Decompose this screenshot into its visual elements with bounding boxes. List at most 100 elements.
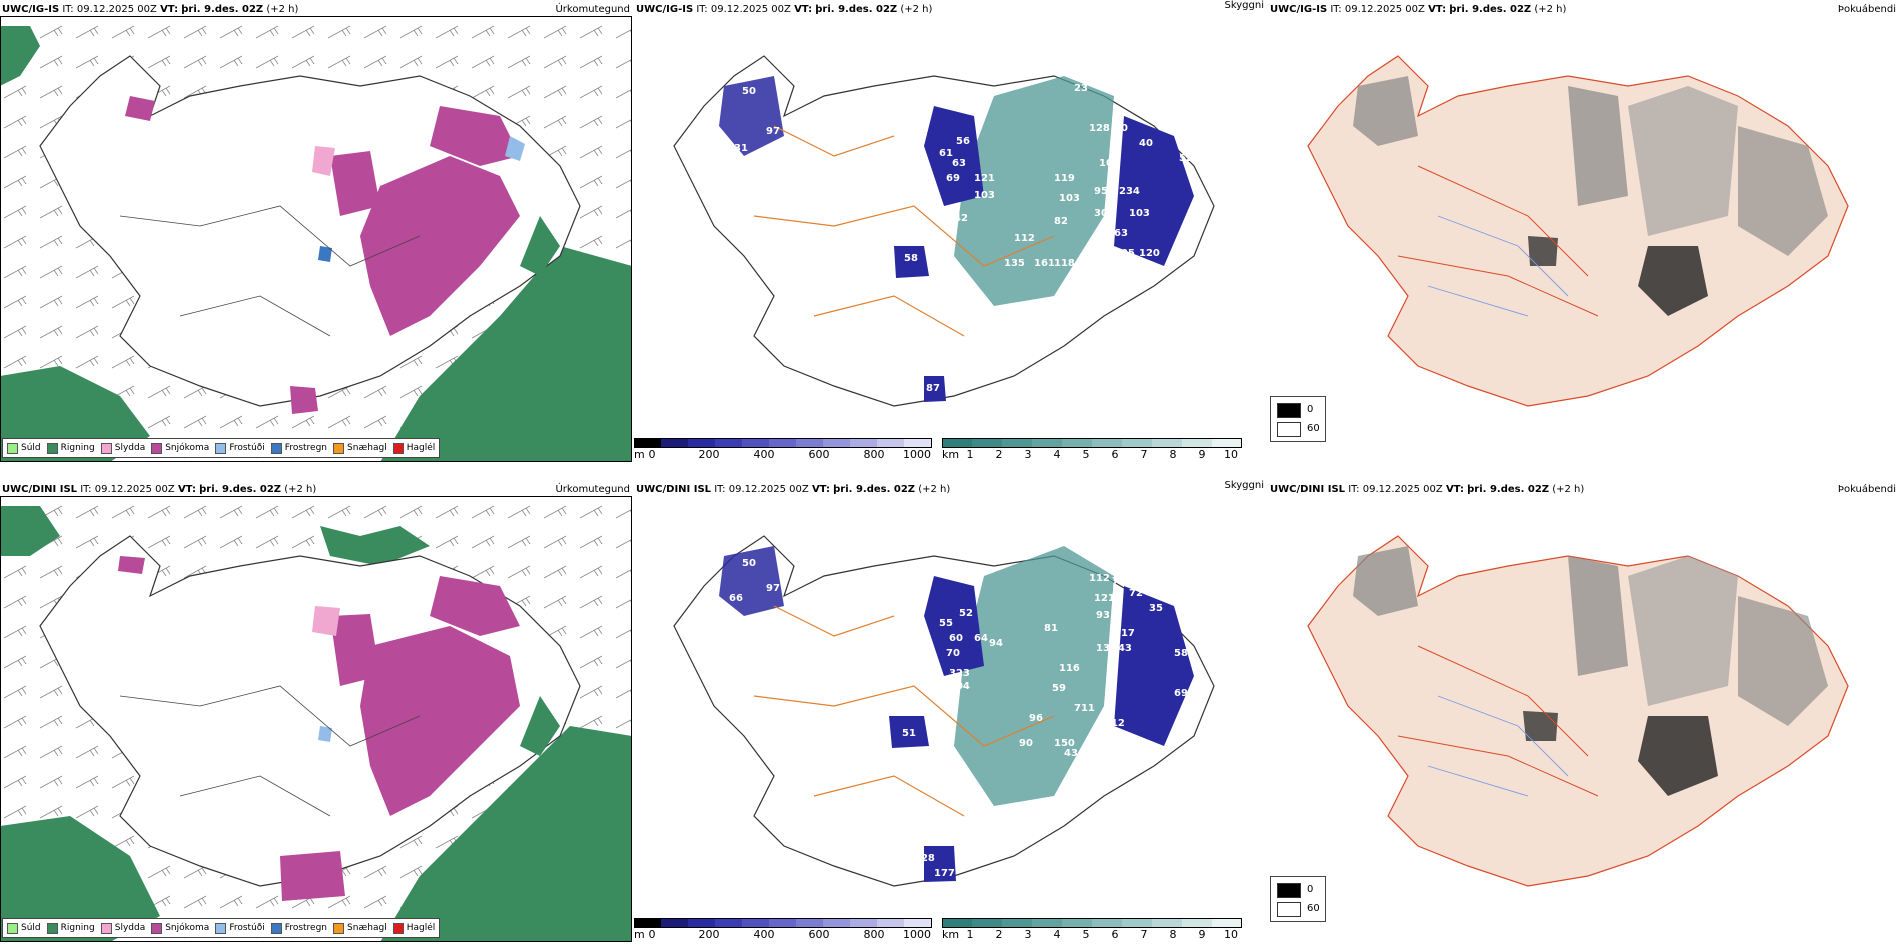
cb-label: 90 [1019, 738, 1033, 749]
cb-label: 31 [734, 143, 748, 154]
cb-label: 112 [1104, 718, 1125, 729]
cb-label: 234 [1119, 186, 1140, 197]
cb-label: 51 [902, 728, 916, 739]
lead-time: (+2 h) [918, 484, 951, 495]
cloud-base-colorbar: m 0 200 400 600 800 1000 [634, 438, 934, 462]
run-header: UWC/IG-IS IT: 09.12.2025 00Z VT: þri. 9.… [1270, 4, 1566, 15]
it-value: 09.12.2025 00Z [1344, 4, 1425, 15]
legend-swatch [215, 922, 227, 934]
vt-label: VT: [794, 4, 813, 15]
visibility-map: 50 66 97 55 52 60 70 64 94 323 404 51 90… [673, 535, 1215, 887]
run-header: UWC/IG-IS IT: 09.12.2025 00Z VT: þri. 9.… [636, 4, 932, 15]
model-name: UWC/DINI ISL [636, 484, 712, 495]
cb-label: 121 [974, 173, 995, 184]
tick-label: 0 [648, 928, 656, 941]
visibility-ticks: 1 2 3 4 5 6 7 8 9 10 [942, 448, 1262, 462]
cb-label: 116 [1059, 663, 1080, 674]
precip-type-panel: UWC/DINI ISL IT: 09.12.2025 00Z VT: þri.… [0, 480, 634, 950]
fog-legend-label: 60 [1307, 423, 1320, 434]
cb-label: 81 [1044, 623, 1058, 634]
vt-label: VT: [1428, 4, 1447, 15]
visibility-map: 50 31 97 61 56 63 69 121 103 42 58 112 1… [673, 55, 1215, 407]
cb-label: 135 [1096, 643, 1117, 654]
tick-label: 8 [1169, 928, 1177, 941]
fog-map [1307, 535, 1849, 887]
vt-value: þri. 9.des. 02Z [181, 4, 264, 15]
legend-swatch [7, 442, 18, 454]
legend-item: Frostúði [215, 442, 265, 454]
tick-label: 5 [1082, 928, 1090, 941]
it-label: IT: [80, 484, 92, 495]
fog-legend-label: 0 [1307, 404, 1314, 415]
tick-label: 1000 [903, 448, 931, 461]
cb-label: 97 [766, 583, 780, 594]
vt-label: VT: [811, 484, 830, 495]
tick-label: 4 [1053, 928, 1061, 941]
legend-item: Snæhagl [333, 922, 387, 934]
precip-legend: Súld Rigning Slydda Snjókoma Frostúði Fr… [2, 438, 441, 458]
legend-item: Frostregn [270, 922, 327, 934]
cloud-base-unit: m [634, 448, 645, 461]
cb-label: 58 [1174, 648, 1188, 659]
tick-label: 3 [1024, 448, 1032, 461]
cb-label: 59 [1052, 683, 1066, 694]
tick-label: 600 [808, 448, 830, 461]
legend-item: Rigning [46, 922, 95, 934]
legend-swatch [333, 442, 345, 454]
precip-type-map [0, 16, 632, 462]
cb-label: 76 [1112, 576, 1126, 587]
cb-label: 69 [946, 173, 960, 184]
tick-label: 3 [1024, 928, 1032, 941]
vt-value: þri. 9.des. 02Z [815, 4, 898, 15]
it-value: 09.12.2025 00Z [728, 484, 809, 495]
tick-label: 400 [753, 448, 775, 461]
tick-label: 2 [995, 448, 1003, 461]
cb-label: 120 [1139, 248, 1160, 259]
fog-swatch [1277, 883, 1301, 898]
legend-item: Slydda [100, 442, 145, 454]
it-value: 09.12.2025 00Z [76, 4, 157, 15]
cb-label: 119 [1054, 173, 1075, 184]
cb-label: 97 [766, 126, 780, 137]
panel-title-visibility: Skyggni [1224, 480, 1264, 491]
it-value: 09.12.2025 00Z [1362, 484, 1443, 495]
model-name: UWC/DINI ISL [1270, 484, 1346, 495]
cb-label: 118 [1054, 258, 1075, 269]
precip-type-panel: UWC/IG-IS IT: 09.12.2025 00Z VT: þri. 9.… [0, 0, 634, 470]
vt-value: þri. 9.des. 02Z [1467, 484, 1550, 495]
run-header: UWC/DINI ISL IT: 09.12.2025 00Z VT: þri.… [1270, 484, 1584, 495]
tick-label: 200 [698, 928, 720, 941]
tick-label: 4 [1053, 448, 1061, 461]
map-frame [0, 496, 632, 942]
panel-title-precip: Úrkomutegund [555, 4, 630, 15]
forecast-row-dini-isl: UWC/DINI ISL IT: 09.12.2025 00Z VT: þri.… [0, 480, 1900, 950]
visibility-panel: UWC/IG-IS IT: 09.12.2025 00Z VT: þri. 9.… [634, 0, 1268, 470]
cb-label: 96 [1094, 556, 1108, 567]
fog-legend: 0 60 [1270, 396, 1326, 442]
visibility-colorbar-gradient [942, 918, 1242, 928]
vt-label: VT: [177, 484, 196, 495]
vt-label: VT: [160, 4, 179, 15]
cb-label: 96 [1029, 713, 1043, 724]
tick-label: 9 [1198, 448, 1206, 461]
cb-label: 63 [952, 158, 966, 169]
legend-swatch [151, 922, 163, 934]
legend-item: Rigning [46, 442, 95, 454]
cb-label: 404 [949, 681, 970, 692]
fog-swatch [1277, 902, 1301, 917]
cb-label: 135 [1004, 258, 1025, 269]
model-name: UWC/IG-IS [2, 4, 60, 15]
legend-swatch [100, 922, 112, 934]
legend-item: Snjókoma [151, 922, 209, 934]
model-name: UWC/IG-IS [1270, 4, 1328, 15]
visibility-colorbar-gradient [942, 438, 1242, 448]
cb-label: 143 [1111, 643, 1132, 654]
legend-item: Haglél [392, 442, 435, 454]
tick-label: 7 [1140, 448, 1148, 461]
legend-item: Frostregn [270, 442, 327, 454]
it-label: IT: [714, 484, 726, 495]
cb-label: 94 [989, 638, 1003, 649]
tick-label: 0 [648, 448, 656, 461]
map-frame [0, 16, 632, 462]
cb-label: 72 [1129, 588, 1143, 599]
